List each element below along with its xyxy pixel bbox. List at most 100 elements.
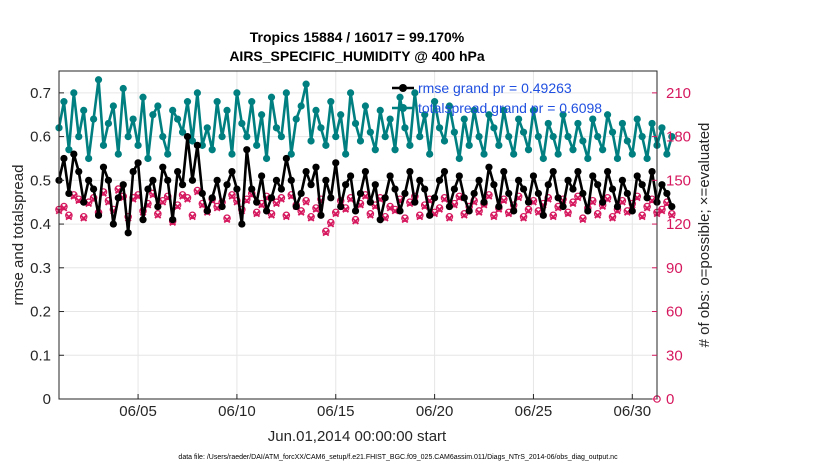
obs-evaluated-point [441, 195, 448, 203]
rmse-point [376, 216, 384, 224]
rmse-point [327, 194, 335, 202]
obs-possible-point [331, 208, 340, 217]
rmse-point [312, 163, 320, 171]
totalspread-point [470, 106, 478, 114]
obs-evaluated-point [302, 198, 310, 206]
totalspread-point [460, 115, 468, 123]
obs-possible-point [608, 212, 617, 221]
obs-evaluated-point [609, 214, 616, 222]
obs-possible-point [643, 202, 651, 211]
rmse-point [574, 167, 582, 176]
rmse-point [633, 172, 641, 180]
obs-evaluated-point [65, 213, 73, 221]
obs-possible-point [435, 204, 444, 212]
rmse-point [549, 167, 557, 176]
rmse-point [465, 207, 473, 215]
rmse-point [628, 207, 636, 215]
totalspread-point [307, 137, 315, 145]
obs-evaluated-point [638, 213, 646, 221]
rmse-point [450, 185, 458, 193]
totalspread-point [623, 137, 631, 145]
obs-possible-point [252, 208, 261, 217]
rmse-point [401, 189, 409, 198]
totalspread-point [233, 89, 241, 97]
obs-evaluated-point [475, 208, 483, 216]
rmse-point [272, 176, 281, 184]
totalspread-point [302, 80, 310, 88]
x-axis: 06/05 06/10 06/15 06/20 06/25 06/30 [119, 394, 651, 420]
x-tick-label: 06/05 [119, 403, 157, 420]
totalspread-point [297, 102, 305, 110]
y-right-tick-label: 90 [666, 260, 683, 277]
y-right-tick-label: 120 [666, 216, 691, 233]
rmse-point [603, 167, 612, 176]
rmse-point [663, 189, 671, 198]
rmse-point [569, 185, 577, 193]
rmse-point [371, 181, 379, 189]
obs-evaluated-point [589, 198, 597, 206]
rmse-point [658, 181, 666, 189]
rmse-point [524, 198, 533, 206]
rmse-point [381, 194, 389, 202]
y-tick-label: 0.4 [30, 216, 51, 233]
totalspread-point [485, 111, 493, 119]
obs-evaluated-point [228, 192, 236, 200]
totalspread-point [144, 154, 152, 163]
rmse-point [470, 189, 478, 198]
totalspread-point [608, 128, 617, 136]
totalspread-point [628, 150, 636, 158]
totalspread-point [401, 124, 409, 132]
obs-possible-point [593, 210, 602, 218]
obs-evaluated-point [485, 192, 493, 200]
totalspread-point [475, 133, 483, 141]
totalspread-point [208, 146, 216, 154]
y-axis-left: 0 0.1 0.2 0.3 0.4 0.5 0.6 0.7 [30, 85, 64, 408]
obs-possible-point [65, 211, 73, 220]
rmse-point [426, 211, 434, 219]
rmse-point [203, 207, 211, 215]
rmse-point [277, 185, 285, 193]
rmse-point [297, 189, 305, 198]
totalspread-point [376, 106, 384, 114]
totalspread-point [203, 124, 211, 132]
totalspread-series [55, 76, 676, 163]
rmse-point [307, 181, 315, 189]
rmse-point [594, 181, 602, 189]
obs-possible-point [188, 211, 197, 220]
legend: rmse grand pr = 0.49263 totalspread gran… [392, 80, 602, 116]
rmse-point [139, 216, 147, 224]
obs-possible-point [228, 191, 236, 199]
totalspread-point [613, 154, 622, 163]
rmse-point [480, 198, 488, 206]
totalspread-point [579, 137, 587, 145]
totalspread-point [287, 150, 295, 158]
rmse-point [435, 176, 444, 184]
rmse-point [618, 176, 627, 184]
totalspread-point [411, 89, 419, 97]
rmse-point [386, 172, 394, 180]
obs-evaluated-point [184, 195, 191, 203]
totalspread-point [213, 98, 221, 106]
totalspread-point [431, 98, 439, 106]
totalspread-point [317, 124, 325, 132]
obs-evaluated-point [352, 217, 359, 225]
totalspread-point [178, 128, 187, 136]
rmse-point [505, 189, 513, 198]
rmse-point [238, 220, 246, 228]
legend-spread-marker [399, 104, 407, 112]
totalspread-point [174, 115, 182, 123]
rmse-point [60, 154, 68, 163]
rmse-point [129, 167, 137, 176]
totalspread-point [500, 106, 508, 114]
obs-possible-point [579, 214, 587, 223]
rmse-point [198, 189, 206, 198]
rmse-point [178, 181, 187, 189]
rmse-point [70, 150, 78, 158]
obs-evaluated-point [327, 220, 335, 228]
rmse-point [248, 185, 256, 193]
rmse-point [519, 185, 528, 193]
rmse-point [89, 185, 98, 193]
rmse-point [267, 194, 276, 202]
rmse-point [460, 194, 468, 202]
rmse-series [55, 133, 676, 237]
